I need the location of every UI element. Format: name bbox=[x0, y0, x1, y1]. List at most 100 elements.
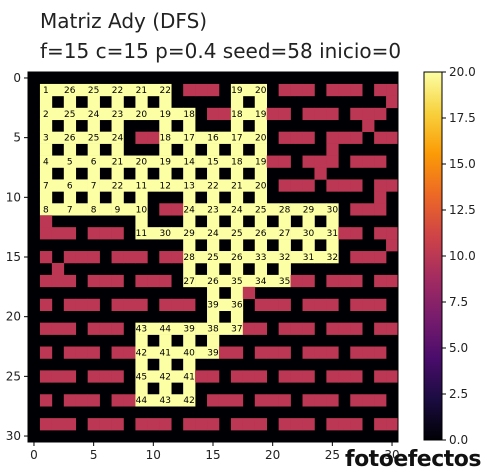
cell bbox=[51, 179, 65, 192]
cell bbox=[242, 83, 256, 97]
cell bbox=[195, 131, 208, 144]
cell bbox=[183, 167, 196, 180]
cell-label: 42 bbox=[160, 372, 171, 382]
cell bbox=[171, 131, 184, 144]
cell-label: 25 bbox=[207, 253, 218, 263]
cell bbox=[207, 155, 220, 168]
cell bbox=[242, 286, 256, 300]
cell bbox=[135, 215, 148, 228]
cell-label: 7 bbox=[43, 181, 49, 191]
cell bbox=[254, 418, 268, 431]
cell-label: 24 bbox=[88, 110, 100, 120]
cell bbox=[159, 83, 172, 97]
cell-label: 19 bbox=[160, 158, 172, 168]
cell bbox=[254, 179, 268, 192]
cell bbox=[159, 346, 172, 359]
cell bbox=[278, 215, 291, 228]
cell bbox=[159, 251, 172, 264]
cell bbox=[242, 251, 256, 264]
cell bbox=[266, 227, 279, 240]
cell bbox=[147, 155, 160, 168]
cell-label: 25 bbox=[64, 110, 75, 120]
cell bbox=[135, 227, 148, 240]
cell-label: 21 bbox=[112, 158, 123, 168]
cell bbox=[183, 119, 196, 132]
cell bbox=[75, 203, 88, 216]
cell bbox=[338, 227, 351, 240]
cell bbox=[350, 83, 363, 97]
cell bbox=[123, 155, 136, 168]
cell bbox=[147, 107, 160, 121]
cell bbox=[159, 95, 172, 109]
cell bbox=[326, 215, 339, 228]
cell bbox=[290, 203, 303, 216]
cell-label: 39 bbox=[183, 325, 195, 335]
cell bbox=[302, 418, 315, 431]
cell bbox=[135, 382, 148, 395]
x-tick-label: 0 bbox=[30, 448, 38, 462]
cell bbox=[218, 251, 232, 264]
cell bbox=[75, 346, 88, 359]
cell bbox=[63, 370, 77, 383]
cell-label: 20 bbox=[136, 110, 148, 120]
cell bbox=[230, 131, 244, 144]
cell bbox=[314, 167, 327, 180]
cell bbox=[207, 83, 220, 97]
x-tick-label: 20 bbox=[265, 448, 280, 462]
cell-label: 16 bbox=[207, 134, 219, 144]
cell bbox=[159, 107, 172, 121]
cell bbox=[123, 179, 136, 192]
cell-label: 30 bbox=[303, 229, 315, 239]
cell-label: 25 bbox=[255, 205, 266, 215]
cell bbox=[51, 131, 65, 144]
cell bbox=[171, 322, 184, 335]
cell bbox=[326, 203, 339, 216]
cell-label: 25 bbox=[88, 134, 99, 144]
cell bbox=[183, 203, 196, 216]
cell bbox=[135, 334, 148, 347]
cell bbox=[290, 370, 303, 383]
cell bbox=[111, 191, 124, 204]
cell bbox=[171, 155, 184, 168]
cell bbox=[39, 394, 53, 407]
cell bbox=[242, 227, 256, 240]
cell bbox=[374, 227, 387, 240]
cell bbox=[278, 370, 291, 383]
cell bbox=[302, 131, 315, 144]
cell bbox=[374, 203, 387, 216]
cell bbox=[302, 239, 315, 252]
cell bbox=[171, 370, 184, 383]
cell bbox=[63, 203, 77, 216]
cell bbox=[63, 227, 77, 240]
cell bbox=[207, 310, 220, 323]
cell bbox=[326, 83, 339, 97]
cell bbox=[111, 346, 124, 359]
cell-label: 13 bbox=[183, 181, 194, 191]
cell bbox=[386, 274, 399, 288]
cell bbox=[99, 418, 112, 431]
cell-label: 14 bbox=[183, 158, 195, 168]
cell bbox=[302, 346, 315, 359]
cell bbox=[183, 322, 196, 335]
cell bbox=[326, 370, 339, 383]
cell bbox=[254, 346, 268, 359]
cell bbox=[147, 274, 160, 288]
cell bbox=[147, 227, 160, 240]
cell bbox=[230, 394, 244, 407]
cell bbox=[135, 418, 148, 431]
cell bbox=[338, 418, 351, 431]
cell bbox=[159, 418, 172, 431]
cell-label: 20 bbox=[255, 86, 267, 96]
cell bbox=[171, 346, 184, 359]
cell bbox=[171, 298, 184, 312]
cell bbox=[374, 83, 387, 97]
cell-label: 22 bbox=[112, 181, 123, 191]
cell bbox=[87, 167, 100, 180]
cell bbox=[99, 370, 112, 383]
cell bbox=[207, 107, 220, 121]
cell bbox=[111, 298, 124, 312]
cell bbox=[278, 155, 291, 168]
cell bbox=[75, 107, 88, 121]
cell-label: 18 bbox=[231, 158, 243, 168]
cell bbox=[195, 274, 208, 288]
